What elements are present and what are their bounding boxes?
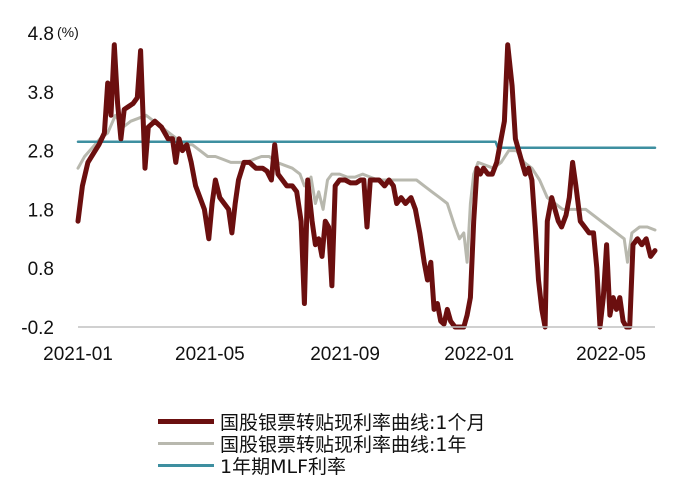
legend-label-mlf: 1年期MLF利率 xyxy=(220,455,346,478)
y-tick-label: 1.8 xyxy=(28,200,54,221)
y-axis-ticks: 4.8 3.8 2.8 1.8 0.8 -0.2 xyxy=(21,24,54,339)
y-unit-label: (%) xyxy=(57,24,79,40)
x-axis-ticks: 2021-01 2021-05 2021-09 2022-01 2022-05 xyxy=(43,344,646,365)
y-tick-label: 3.8 xyxy=(28,83,54,104)
legend: 国股银票转贴现利率曲线:1个月 国股银票转贴现利率曲线:1年 1年期MLF利率 xyxy=(158,410,486,478)
x-tick-label: 2021-05 xyxy=(175,344,245,365)
x-tick-label: 2021-09 xyxy=(310,344,380,365)
y-tick-label: 4.8 xyxy=(28,24,54,45)
legend-swatch-mlf xyxy=(158,463,214,467)
legend-item-1m: 国股银票转贴现利率曲线:1个月 xyxy=(158,410,486,434)
legend-swatch-1y xyxy=(158,441,214,445)
x-tick-label: 2022-01 xyxy=(444,344,514,365)
legend-label-1y: 国股银票转贴现利率曲线:1年 xyxy=(220,433,467,456)
legend-item-mlf: 1年期MLF利率 xyxy=(158,454,486,478)
y-tick-label: -0.2 xyxy=(21,318,54,339)
y-tick-label: 2.8 xyxy=(28,142,54,163)
x-tick-label: 2022-05 xyxy=(576,344,646,365)
series-line-1 xyxy=(75,42,658,330)
x-tick-label: 2021-01 xyxy=(43,344,113,365)
plot-lines xyxy=(75,42,658,330)
legend-item-1y: 国股银票转贴现利率曲线:1年 xyxy=(158,432,486,456)
legend-swatch-1m xyxy=(158,418,214,424)
y-tick-label: 0.8 xyxy=(28,259,54,280)
legend-label-1m: 国股银票转贴现利率曲线:1个月 xyxy=(220,411,486,434)
series-line-3 xyxy=(76,140,657,149)
